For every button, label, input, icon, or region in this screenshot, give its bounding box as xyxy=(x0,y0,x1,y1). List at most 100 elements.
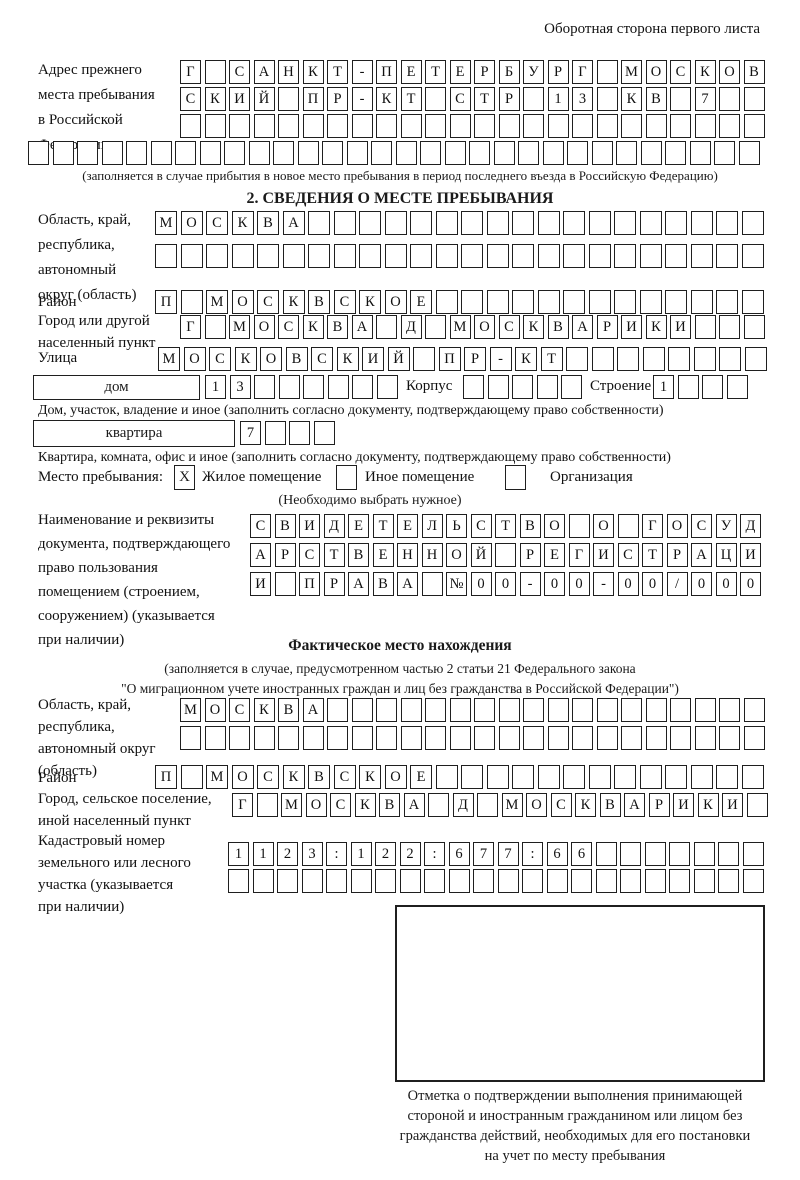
form-cell[interactable] xyxy=(596,60,618,84)
form-cell[interactable] xyxy=(274,572,296,596)
form-cell[interactable] xyxy=(568,514,590,538)
form-cell[interactable] xyxy=(665,244,687,268)
form-cell[interactable] xyxy=(175,141,196,165)
form-cell[interactable]: С xyxy=(257,765,279,789)
form-cell[interactable]: А xyxy=(250,543,271,567)
form-cell[interactable] xyxy=(302,726,324,750)
form-cell[interactable]: 2 xyxy=(375,842,396,866)
form-cell[interactable]: К xyxy=(694,60,716,84)
cadastral-row-2[interactable] xyxy=(228,869,764,893)
form-cell[interactable] xyxy=(327,114,348,138)
form-cell[interactable] xyxy=(155,244,177,268)
form-cell[interactable] xyxy=(542,141,564,165)
prev-address-row-4[interactable] xyxy=(28,141,760,165)
form-cell[interactable] xyxy=(523,726,544,750)
form-cell[interactable]: А xyxy=(403,793,425,817)
form-cell[interactable]: Т xyxy=(400,87,422,111)
form-cell[interactable]: - xyxy=(489,347,512,371)
form-cell[interactable]: В xyxy=(372,572,394,596)
form-cell[interactable] xyxy=(498,698,520,722)
form-cell[interactable]: 1 xyxy=(205,375,226,399)
form-cell[interactable] xyxy=(645,698,667,722)
form-cell[interactable]: Ь xyxy=(446,514,467,538)
form-cell[interactable] xyxy=(495,543,516,567)
form-cell[interactable] xyxy=(596,87,618,111)
form-cell[interactable] xyxy=(563,211,585,235)
form-cell[interactable] xyxy=(669,869,690,893)
form-cell[interactable] xyxy=(376,114,397,138)
form-cell[interactable]: В xyxy=(743,60,765,84)
form-cell[interactable] xyxy=(302,114,324,138)
form-cell[interactable]: О xyxy=(305,793,327,817)
form-cell[interactable] xyxy=(461,211,483,235)
form-cell[interactable] xyxy=(487,375,509,399)
form-cell[interactable] xyxy=(738,141,760,165)
form-cell[interactable] xyxy=(410,244,432,268)
form-cell[interactable]: Р xyxy=(323,572,345,596)
form-cell[interactable]: М xyxy=(449,315,471,339)
form-cell[interactable] xyxy=(180,114,201,138)
form-cell[interactable]: К xyxy=(523,315,544,339)
form-cell[interactable]: О xyxy=(260,347,282,371)
form-cell[interactable] xyxy=(180,726,201,750)
form-cell[interactable] xyxy=(352,375,373,399)
form-cell[interactable] xyxy=(617,347,639,371)
form-cell[interactable]: Г xyxy=(568,543,590,567)
form-cell[interactable] xyxy=(77,141,98,165)
form-cell[interactable]: С xyxy=(470,514,492,538)
form-cell[interactable]: О xyxy=(180,211,203,235)
form-cell[interactable] xyxy=(486,765,509,789)
form-cell[interactable] xyxy=(665,290,687,314)
form-cell[interactable]: Т xyxy=(425,60,446,84)
form-cell[interactable] xyxy=(424,869,445,893)
form-cell[interactable]: № xyxy=(446,572,467,596)
form-cell[interactable] xyxy=(277,869,298,893)
form-cell[interactable]: П xyxy=(302,87,324,111)
form-cell[interactable]: О xyxy=(446,543,467,567)
form-cell[interactable]: К xyxy=(282,765,305,789)
form-cell[interactable]: О xyxy=(204,698,226,722)
form-cell[interactable] xyxy=(326,869,347,893)
form-cell[interactable] xyxy=(547,726,569,750)
form-cell[interactable] xyxy=(204,114,226,138)
form-cell[interactable]: П xyxy=(155,290,177,314)
form-cell[interactable]: К xyxy=(336,347,359,371)
form-cell[interactable] xyxy=(498,114,520,138)
form-cell[interactable]: К xyxy=(515,347,537,371)
form-cell[interactable]: 1 xyxy=(653,375,674,399)
form-cell[interactable] xyxy=(741,765,764,789)
form-cell[interactable] xyxy=(474,114,495,138)
form-cell[interactable] xyxy=(714,141,735,165)
form-cell[interactable] xyxy=(327,375,349,399)
form-cell[interactable]: С xyxy=(229,60,250,84)
form-cell[interactable]: Т xyxy=(642,543,663,567)
form-cell[interactable] xyxy=(253,114,275,138)
form-cell[interactable]: А xyxy=(351,315,373,339)
form-cell[interactable]: С xyxy=(333,765,356,789)
form-cell[interactable]: С xyxy=(299,543,320,567)
form-cell[interactable]: 0 xyxy=(544,572,565,596)
form-cell[interactable] xyxy=(327,726,348,750)
form-cell[interactable] xyxy=(690,290,713,314)
form-cell[interactable] xyxy=(694,315,716,339)
form-cell[interactable] xyxy=(694,114,716,138)
form-cell[interactable]: Р xyxy=(648,793,670,817)
form-cell[interactable] xyxy=(384,244,407,268)
prev-address-row-3[interactable] xyxy=(180,114,765,138)
form-cell[interactable] xyxy=(716,211,738,235)
form-cell[interactable] xyxy=(670,114,691,138)
form-cell[interactable]: Г xyxy=(180,315,201,339)
form-cell[interactable]: О xyxy=(253,315,275,339)
form-cell[interactable] xyxy=(640,141,662,165)
form-cell[interactable]: 2 xyxy=(399,842,421,866)
form-cell[interactable] xyxy=(668,347,690,371)
form-cell[interactable]: Й xyxy=(253,87,275,111)
form-cell[interactable] xyxy=(621,698,642,722)
form-cell[interactable]: В xyxy=(308,765,330,789)
form-cell[interactable]: О xyxy=(384,765,407,789)
form-cell[interactable]: / xyxy=(666,572,688,596)
form-cell[interactable] xyxy=(435,290,458,314)
form-cell[interactable]: Т xyxy=(540,347,563,371)
form-cell[interactable] xyxy=(371,141,392,165)
